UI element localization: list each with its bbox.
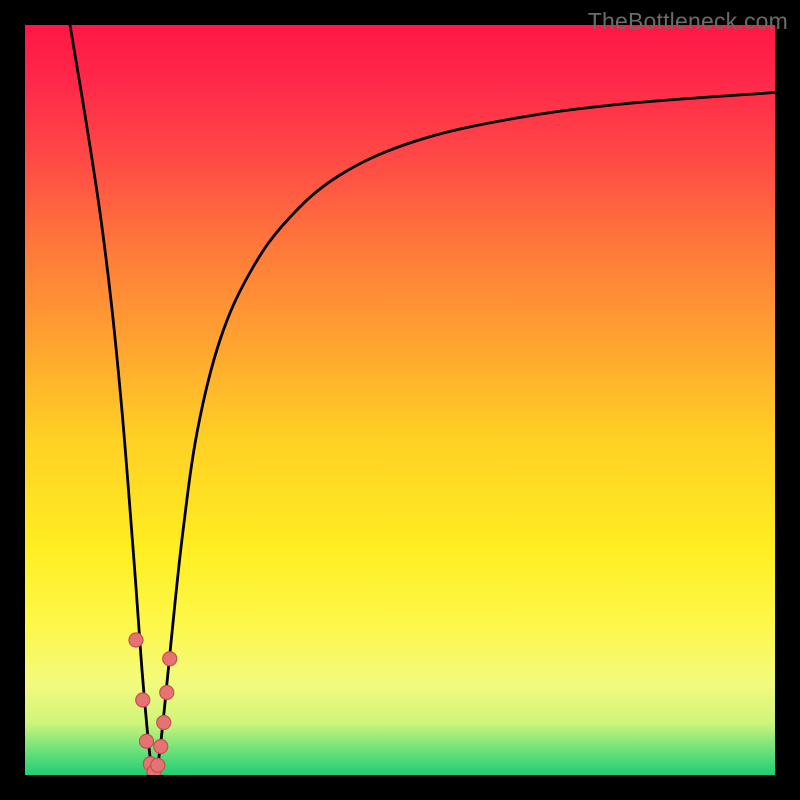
data-marker: [136, 693, 150, 707]
bottleneck-chart: [0, 0, 800, 800]
data-marker: [163, 652, 177, 666]
data-marker: [129, 633, 143, 647]
data-marker: [160, 686, 174, 700]
data-marker: [151, 758, 165, 772]
watermark: TheBottleneck.com: [588, 8, 788, 35]
data-marker: [157, 716, 171, 730]
data-marker: [140, 734, 154, 748]
data-marker: [154, 740, 168, 754]
